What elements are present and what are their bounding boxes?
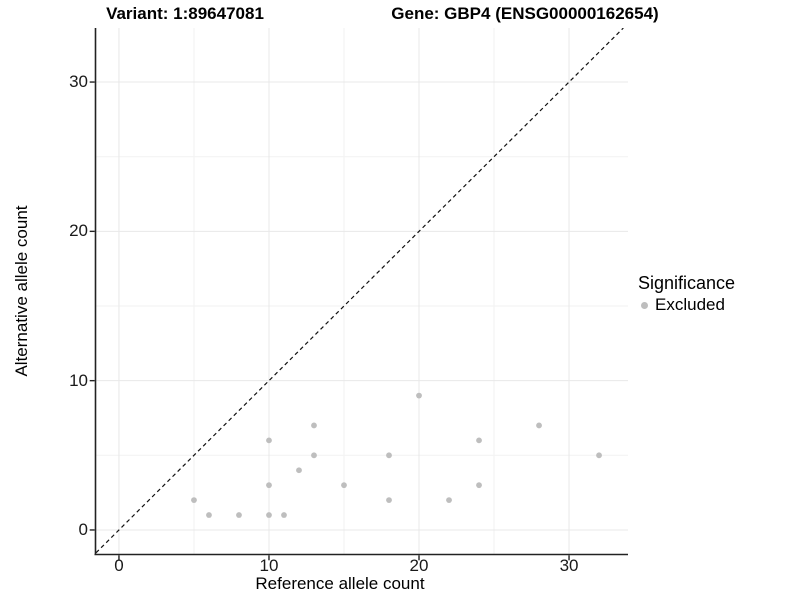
data-point bbox=[266, 437, 272, 444]
data-point bbox=[266, 512, 272, 518]
identity-line bbox=[96, 28, 624, 554]
legend-item-label: Excluded bbox=[655, 295, 725, 314]
data-point bbox=[311, 422, 317, 429]
x-axis-title: Reference allele count bbox=[255, 574, 425, 593]
y-tick-label: 20 bbox=[69, 221, 88, 241]
legend: Significance Excluded bbox=[638, 272, 735, 315]
y-tick-label: 0 bbox=[78, 519, 88, 539]
data-point bbox=[311, 452, 317, 459]
data-point bbox=[191, 497, 197, 504]
legend-title: Significance bbox=[638, 273, 736, 293]
data-point bbox=[536, 422, 542, 429]
gene-title: Gene: GBP4 (ENSG00000162654) bbox=[391, 4, 659, 23]
legend-item-excluded: Excluded bbox=[638, 295, 735, 315]
legend-point-icon bbox=[641, 301, 648, 309]
data-point bbox=[206, 512, 212, 518]
variant-title: Variant: 1:89647081 bbox=[106, 4, 264, 23]
x-tick-label: 0 bbox=[114, 556, 124, 575]
data-point bbox=[386, 497, 392, 504]
data-point bbox=[281, 512, 287, 518]
data-point bbox=[386, 452, 392, 459]
data-point bbox=[236, 512, 242, 518]
data-point bbox=[476, 482, 482, 489]
data-point bbox=[476, 437, 482, 444]
y-tick-label: 30 bbox=[69, 72, 88, 92]
x-tick-label: 20 bbox=[409, 556, 429, 575]
data-point bbox=[446, 497, 452, 504]
x-tick-label: 10 bbox=[259, 556, 279, 575]
data-point bbox=[266, 482, 272, 489]
data-point bbox=[296, 467, 302, 474]
x-tick-label: 30 bbox=[559, 556, 579, 575]
y-tick-label: 10 bbox=[69, 370, 88, 390]
data-point bbox=[416, 392, 422, 399]
data-point bbox=[341, 482, 347, 489]
data-point bbox=[596, 452, 602, 459]
y-axis-title: Alternative allele count bbox=[12, 205, 31, 377]
